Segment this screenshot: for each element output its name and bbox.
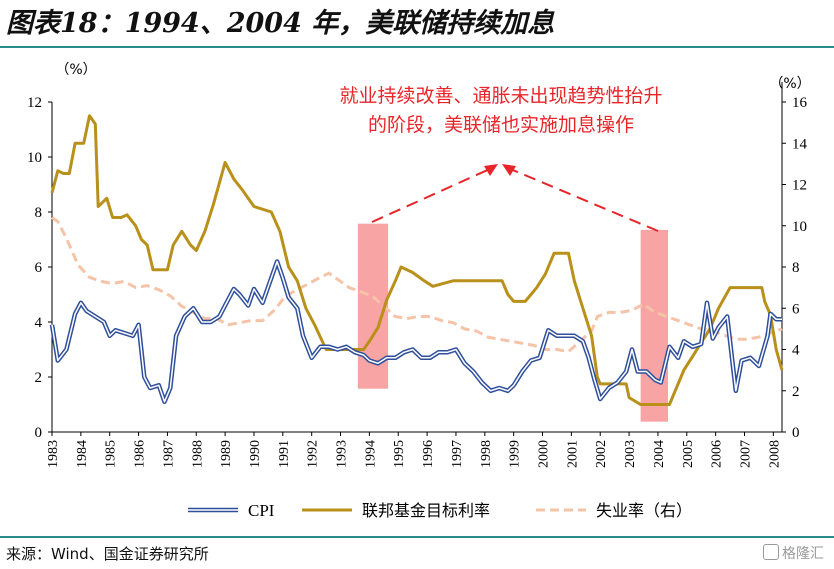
right-tick-label: 16: [792, 95, 808, 111]
annotation-arrowhead-left: [484, 164, 498, 176]
annotation-arrowhead-right: [502, 164, 516, 176]
left-tick-label: 2: [35, 370, 43, 386]
x-tick-label: 1989: [219, 440, 234, 468]
annotation-text-line-1: 就业持续改善、通胀未出现趋势性抬升: [339, 85, 662, 107]
chart-title: 图表18：1994、2004 年，美联储持续加息: [6, 8, 555, 39]
right-tick-label: 10: [792, 219, 807, 235]
left-axis-unit: （%）: [55, 62, 96, 78]
watermark: 格隆汇: [763, 542, 824, 566]
legend-label-fed: 联邦基金目标利率: [362, 501, 490, 520]
right-axis-unit: （%）: [769, 76, 810, 92]
right-tick-label: 14: [792, 136, 808, 152]
x-tick-label: 2002: [594, 440, 609, 468]
left-tick-label: 12: [27, 95, 42, 111]
x-tick-label: 1985: [104, 440, 119, 468]
left-tick-label: 4: [35, 315, 43, 331]
x-tick-label: 1983: [46, 440, 61, 468]
series-fed-rate-line: [50, 114, 784, 406]
x-tick-label: 2001: [565, 440, 580, 468]
left-tick-label: 0: [35, 425, 43, 441]
watermark-logo-icon: [763, 544, 779, 560]
x-tick-label: 1995: [392, 440, 407, 468]
annotation-text-line-2: 的阶段，美联储也实施加息操作: [368, 114, 634, 136]
annotation-arrow-left: [371, 167, 493, 223]
x-tick-label: 1994: [363, 440, 378, 468]
x-tick-label: 1990: [248, 440, 263, 468]
x-tick-label: 1992: [306, 440, 321, 468]
x-tick-label: 2000: [537, 440, 552, 468]
x-tick-label: 1999: [508, 440, 523, 468]
series-cpi-line-inner: [51, 260, 782, 403]
title-divider: [0, 46, 834, 48]
x-tick-label: 2005: [681, 440, 696, 468]
highlight-band-2: [640, 229, 669, 422]
x-tick-label: 1997: [450, 440, 465, 468]
watermark-text: 格隆汇: [782, 546, 824, 562]
left-tick-label: 6: [35, 260, 43, 276]
legend-label-unemployment: 失业率（右）: [596, 501, 692, 520]
right-tick-label: 4: [792, 343, 800, 359]
x-tick-label: 2006: [710, 440, 725, 468]
x-tick-label: 1987: [161, 440, 176, 468]
annotation-arrow-right: [507, 167, 659, 232]
x-tick-label: 1988: [190, 440, 205, 468]
x-tick-label: 1984: [75, 440, 90, 468]
x-tick-label: 1998: [479, 440, 494, 468]
x-tick-label: 1991: [277, 440, 292, 468]
right-tick-label: 12: [792, 178, 807, 194]
left-tick-label: 8: [35, 205, 43, 221]
left-tick-label: 10: [27, 150, 42, 166]
right-tick-label: 6: [792, 301, 800, 317]
x-tick-label: 2003: [623, 440, 638, 468]
right-tick-label: 2: [792, 384, 800, 400]
x-tick-label: 2004: [652, 440, 667, 468]
right-tick-label: 0: [792, 425, 800, 441]
x-tick-label: 2008: [767, 440, 782, 468]
x-tick-label: 2007: [738, 440, 753, 468]
chart-area: 0 2 4 6 8 10 12 0 2 4 6 8 10 12 14 16 （%） （%） 1983 1984 1985…: [27, 62, 811, 520]
x-tick-label: 1986: [133, 440, 148, 468]
series-cpi-line: [49, 259, 782, 405]
series-unemployment-line: [51, 216, 783, 354]
right-tick-label: 8: [792, 260, 800, 276]
x-tick-label: 1996: [421, 440, 436, 468]
source-divider: [0, 536, 834, 538]
x-tick-label: 1993: [335, 440, 350, 468]
legend-label-cpi: CPI: [248, 501, 275, 520]
source-note: 来源：Wind、国金证券研究所: [6, 545, 209, 563]
